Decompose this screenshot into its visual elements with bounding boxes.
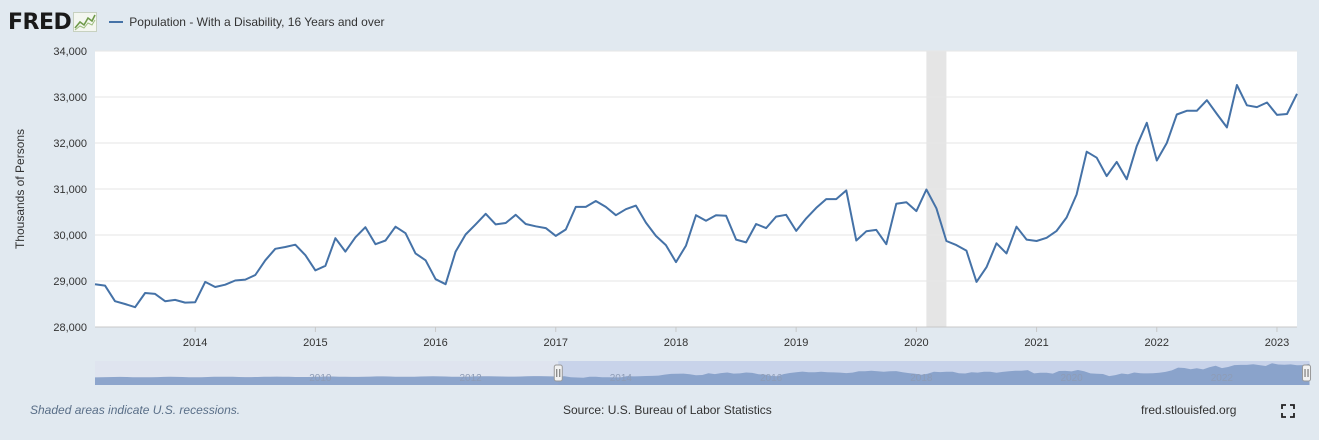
navigator-handle-grip[interactable]: [1302, 364, 1312, 382]
y-tick-label: 34,000: [53, 46, 87, 58]
y-tick-label: 31,000: [53, 184, 87, 196]
x-tick-label: 2022: [1145, 337, 1169, 349]
fred-line-chart-icon[interactable]: [73, 12, 98, 32]
x-tick-label: 2017: [544, 337, 568, 349]
x-tick-label: 2018: [664, 337, 688, 349]
navigator-label: 2020: [1061, 373, 1084, 384]
x-tick-label: 2014: [183, 337, 207, 349]
x-tick-label: 2019: [784, 337, 808, 349]
x-tick-label: 2015: [303, 337, 327, 349]
x-tick-label: 2016: [423, 337, 447, 349]
chart-header: FRED Population - With a Disability, 16 …: [8, 8, 385, 36]
fullscreen-expand-icon[interactable]: [1281, 404, 1295, 418]
x-axis-ticks: 2014 2015 2016 2017 2018 2019 2020 2021 2022 2023: [183, 327, 1289, 349]
gridlines: [95, 50, 1297, 328]
navigator-label: 2022: [1211, 373, 1234, 384]
navigator-handle-grip[interactable]: [553, 364, 563, 382]
y-tick-label: 28,000: [53, 322, 87, 334]
site-link[interactable]: fred.stlouisfed.org: [1141, 403, 1237, 417]
y-tick-label: 32,000: [53, 138, 87, 150]
x-tick-label: 2023: [1265, 337, 1289, 349]
legend-swatch: [109, 21, 124, 23]
x-tick-label: 2020: [904, 337, 928, 349]
y-tick-label: 30,000: [53, 230, 87, 242]
legend-label: Population - With a Disability, 16 Years…: [129, 15, 385, 29]
navigator-area: [95, 363, 1310, 385]
navigator-label: 2016: [760, 373, 783, 384]
series-line[interactable]: [94, 84, 1298, 309]
y-tick-label: 33,000: [53, 92, 87, 104]
y-axis-ticks: 28,000 29,000 30,000 31,000 32,000 33,000 34,0…: [53, 46, 87, 334]
source-text: Source: U.S. Bureau of Labor Statistics: [563, 403, 772, 417]
navigator-label: 2014: [610, 373, 633, 384]
navigator-label: 2010: [309, 373, 332, 384]
x-tick-label: 2021: [1024, 337, 1048, 349]
y-tick-label: 29,000: [53, 276, 87, 288]
navigator-handle-left[interactable]: [553, 364, 563, 382]
y-axis-label: Thousands of Persons: [13, 129, 27, 249]
navigator-label: 2012: [460, 373, 483, 384]
fred-logo[interactable]: FRED: [8, 9, 72, 35]
range-navigator[interactable]: 2010 2012 2014 2016 2018 2020 2022: [95, 361, 1312, 385]
legend[interactable]: Population - With a Disability, 16 Years…: [109, 15, 385, 29]
recession-note: Shaded areas indicate U.S. recessions.: [30, 403, 241, 417]
navigator-labels: 2010 2012 2014 2016 2018 2020 2022: [309, 373, 1233, 384]
navigator-handle-right[interactable]: [1302, 364, 1312, 382]
navigator-label: 2018: [910, 373, 933, 384]
